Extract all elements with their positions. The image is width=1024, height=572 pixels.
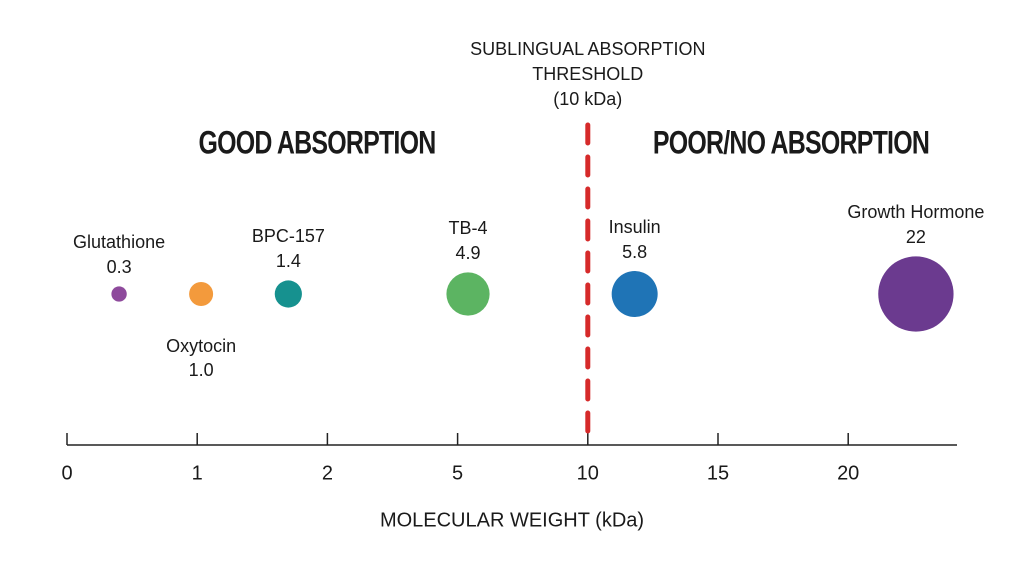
value-label: 0.3 — [107, 257, 132, 277]
value-label: 1.0 — [189, 360, 214, 380]
point-name: Oxytocin — [166, 336, 236, 356]
x-tick-label: 20 — [837, 462, 859, 484]
point-name: Insulin — [609, 217, 661, 237]
x-axis-label: MOLECULAR WEIGHT (kDa) — [380, 509, 644, 531]
bubble — [189, 282, 214, 306]
x-tick-label: 2 — [322, 462, 333, 484]
region-label: POOR/NO ABSORPTION — [653, 126, 929, 162]
point-name: Glutathione — [73, 232, 165, 252]
point-name: Growth Hormone — [847, 202, 984, 222]
bubble — [111, 286, 127, 302]
bubble — [274, 280, 302, 308]
bubble — [611, 271, 658, 317]
x-tick-label: 15 — [707, 462, 729, 484]
value-label: 4.9 — [456, 243, 481, 263]
threshold-label: SUBLINGUAL ABSORPTION — [470, 39, 705, 59]
bubble — [446, 272, 490, 316]
bubble — [878, 256, 954, 332]
value-label: 1.4 — [276, 251, 301, 271]
threshold-label: (10 kDa) — [553, 89, 622, 109]
point-name: BPC-157 — [252, 226, 325, 246]
x-tick-label: 0 — [61, 462, 72, 484]
region-label: GOOD ABSORPTION — [199, 126, 436, 162]
value-label: 5.8 — [622, 242, 647, 262]
point-name: TB-4 — [449, 218, 488, 238]
value-label: 22 — [906, 227, 926, 247]
threshold-label: THRESHOLD — [532, 64, 643, 84]
x-tick-label: 5 — [452, 462, 463, 484]
x-tick-label: 1 — [192, 462, 203, 484]
x-tick-label: 10 — [577, 462, 599, 484]
